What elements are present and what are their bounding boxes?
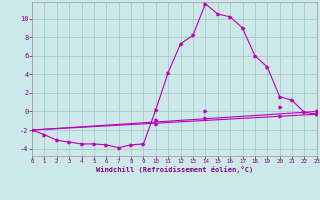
X-axis label: Windchill (Refroidissement éolien,°C): Windchill (Refroidissement éolien,°C) xyxy=(96,166,253,173)
